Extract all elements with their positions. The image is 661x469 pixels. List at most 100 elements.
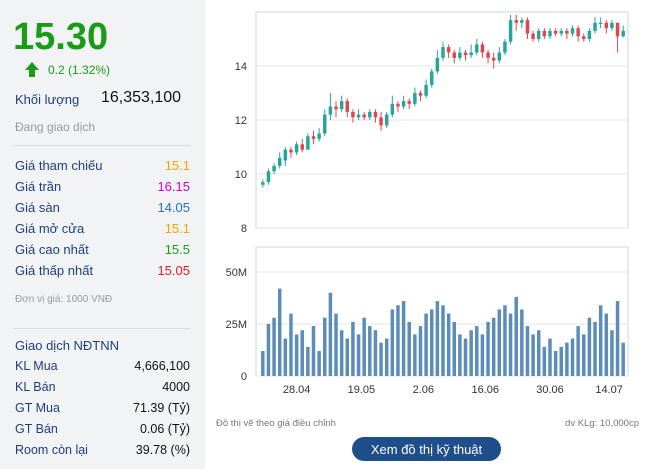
volume-bar: [356, 334, 361, 376]
volume-bar: [418, 326, 423, 376]
candle-body: [351, 111, 355, 118]
stat-value: 14.05: [157, 200, 190, 215]
candle-body: [339, 101, 344, 110]
volume-bar: [424, 313, 428, 376]
candle-body: [610, 22, 614, 29]
candle-body: [542, 30, 547, 37]
volume-bar: [598, 305, 603, 376]
volume-bar: [542, 346, 547, 376]
foreign-row: GT Mua 71.39 (Tỷ): [15, 401, 190, 415]
candle-body: [503, 41, 507, 53]
volume-bar: [491, 317, 496, 376]
volume-bar: [379, 342, 383, 376]
stat-label: Giá sàn: [15, 200, 60, 215]
volume-bar: [300, 330, 304, 376]
trading-status: Đang giao dịch: [15, 120, 96, 134]
candle-body: [396, 103, 400, 107]
volume-bar: [621, 342, 625, 376]
volume-tick-label: 0: [241, 371, 247, 383]
candle-body: [452, 52, 457, 58]
candle-body: [446, 47, 451, 53]
price-tick-label: 14: [235, 61, 247, 73]
candle-body: [362, 114, 366, 118]
volume-bar: [311, 326, 316, 376]
volume-bar: [373, 330, 378, 376]
candle-body: [379, 117, 383, 126]
candle-body: [458, 52, 462, 58]
price-unit-note: Đơn vị giá: 1000 VNĐ: [15, 294, 113, 305]
divider: [13, 145, 191, 146]
volume-bar: [531, 334, 535, 376]
volume-bar: [266, 323, 271, 376]
volume-bar: [452, 321, 457, 376]
foreign-label: KL Bán: [15, 380, 56, 394]
volume-bar: [615, 301, 620, 376]
foreign-label: GT Bán: [15, 422, 58, 436]
volume-bar: [328, 292, 333, 376]
candle-body: [334, 106, 338, 110]
stat-row: Giá trần 16.15: [15, 179, 190, 194]
volume-bar: [362, 317, 366, 376]
candle-body: [401, 101, 406, 107]
foreign-row: KL Mua 4,666,100: [15, 359, 190, 373]
volume-bar: [294, 334, 299, 376]
divider: [13, 328, 191, 329]
candle-body: [277, 157, 282, 166]
volume-bar: [351, 321, 355, 376]
candle-body: [587, 30, 592, 39]
volume-bar: [463, 338, 468, 376]
volume-bar: [413, 334, 417, 376]
candle-body: [497, 52, 502, 61]
date-tick-label: 16.06: [471, 384, 499, 396]
candle-body: [559, 30, 563, 34]
stat-label: Giá trần: [15, 179, 62, 194]
volume-tick-label: 25M: [226, 319, 247, 331]
candle-body: [356, 114, 361, 118]
candle-body: [323, 114, 327, 134]
candle-body: [582, 36, 586, 39]
candle-body: [368, 111, 372, 118]
foreign-label: Room còn lại: [15, 443, 88, 457]
volume-bar: [469, 330, 473, 376]
volume-bar: [486, 321, 490, 376]
volume-bar: [390, 309, 395, 376]
candle-body: [261, 182, 265, 185]
candle-body: [480, 44, 485, 53]
stat-row: Giá thấp nhất 15.05: [15, 263, 190, 278]
date-tick-label: 19.05: [348, 384, 376, 396]
candle-body: [345, 101, 350, 112]
stat-row: Giá tham chiếu 15.1: [15, 158, 190, 173]
technical-chart-button[interactable]: Xem đồ thị kỹ thuật: [352, 437, 501, 461]
candle-body: [311, 136, 316, 139]
candle-body: [553, 30, 558, 34]
stat-row: Giá sàn 14.05: [15, 200, 190, 215]
date-tick-label: 14.07: [595, 384, 623, 396]
date-tick-label: 28.04: [283, 384, 311, 396]
volume-bar: [317, 351, 321, 376]
foreign-value: 4000: [162, 380, 190, 394]
volume-bar: [283, 338, 288, 376]
foreign-trading-title: Giao dịch NĐTNN: [15, 338, 120, 353]
volume-bar: [458, 334, 462, 376]
stat-value: 15.5: [164, 242, 190, 257]
candle-body: [475, 44, 479, 53]
up-arrow-icon: [25, 62, 39, 77]
foreign-row: KL Bán 4000: [15, 380, 190, 394]
date-tick-label: 30.06: [536, 384, 564, 396]
volume-unit-note: dv KLg: 10,000cp: [565, 418, 639, 429]
volume-bar: [570, 338, 575, 376]
candle-body: [413, 93, 417, 104]
candle-body: [525, 20, 530, 34]
stat-label: Giá thấp nhất: [15, 263, 94, 278]
volume-bar: [548, 338, 552, 376]
adjusted-price-note: Đồ thị vẽ theo giá điều chỉnh: [216, 418, 336, 429]
volume-bar: [272, 317, 276, 376]
candle-body: [266, 171, 271, 183]
candle-body: [418, 93, 423, 96]
foreign-row: Room còn lại 39.78 (%): [15, 443, 190, 457]
price-change: 0.2 (1.32%): [25, 62, 110, 77]
foreign-value: 71.39 (Tỷ): [133, 401, 190, 415]
volume-bar: [576, 326, 580, 376]
candle-body: [306, 136, 310, 150]
